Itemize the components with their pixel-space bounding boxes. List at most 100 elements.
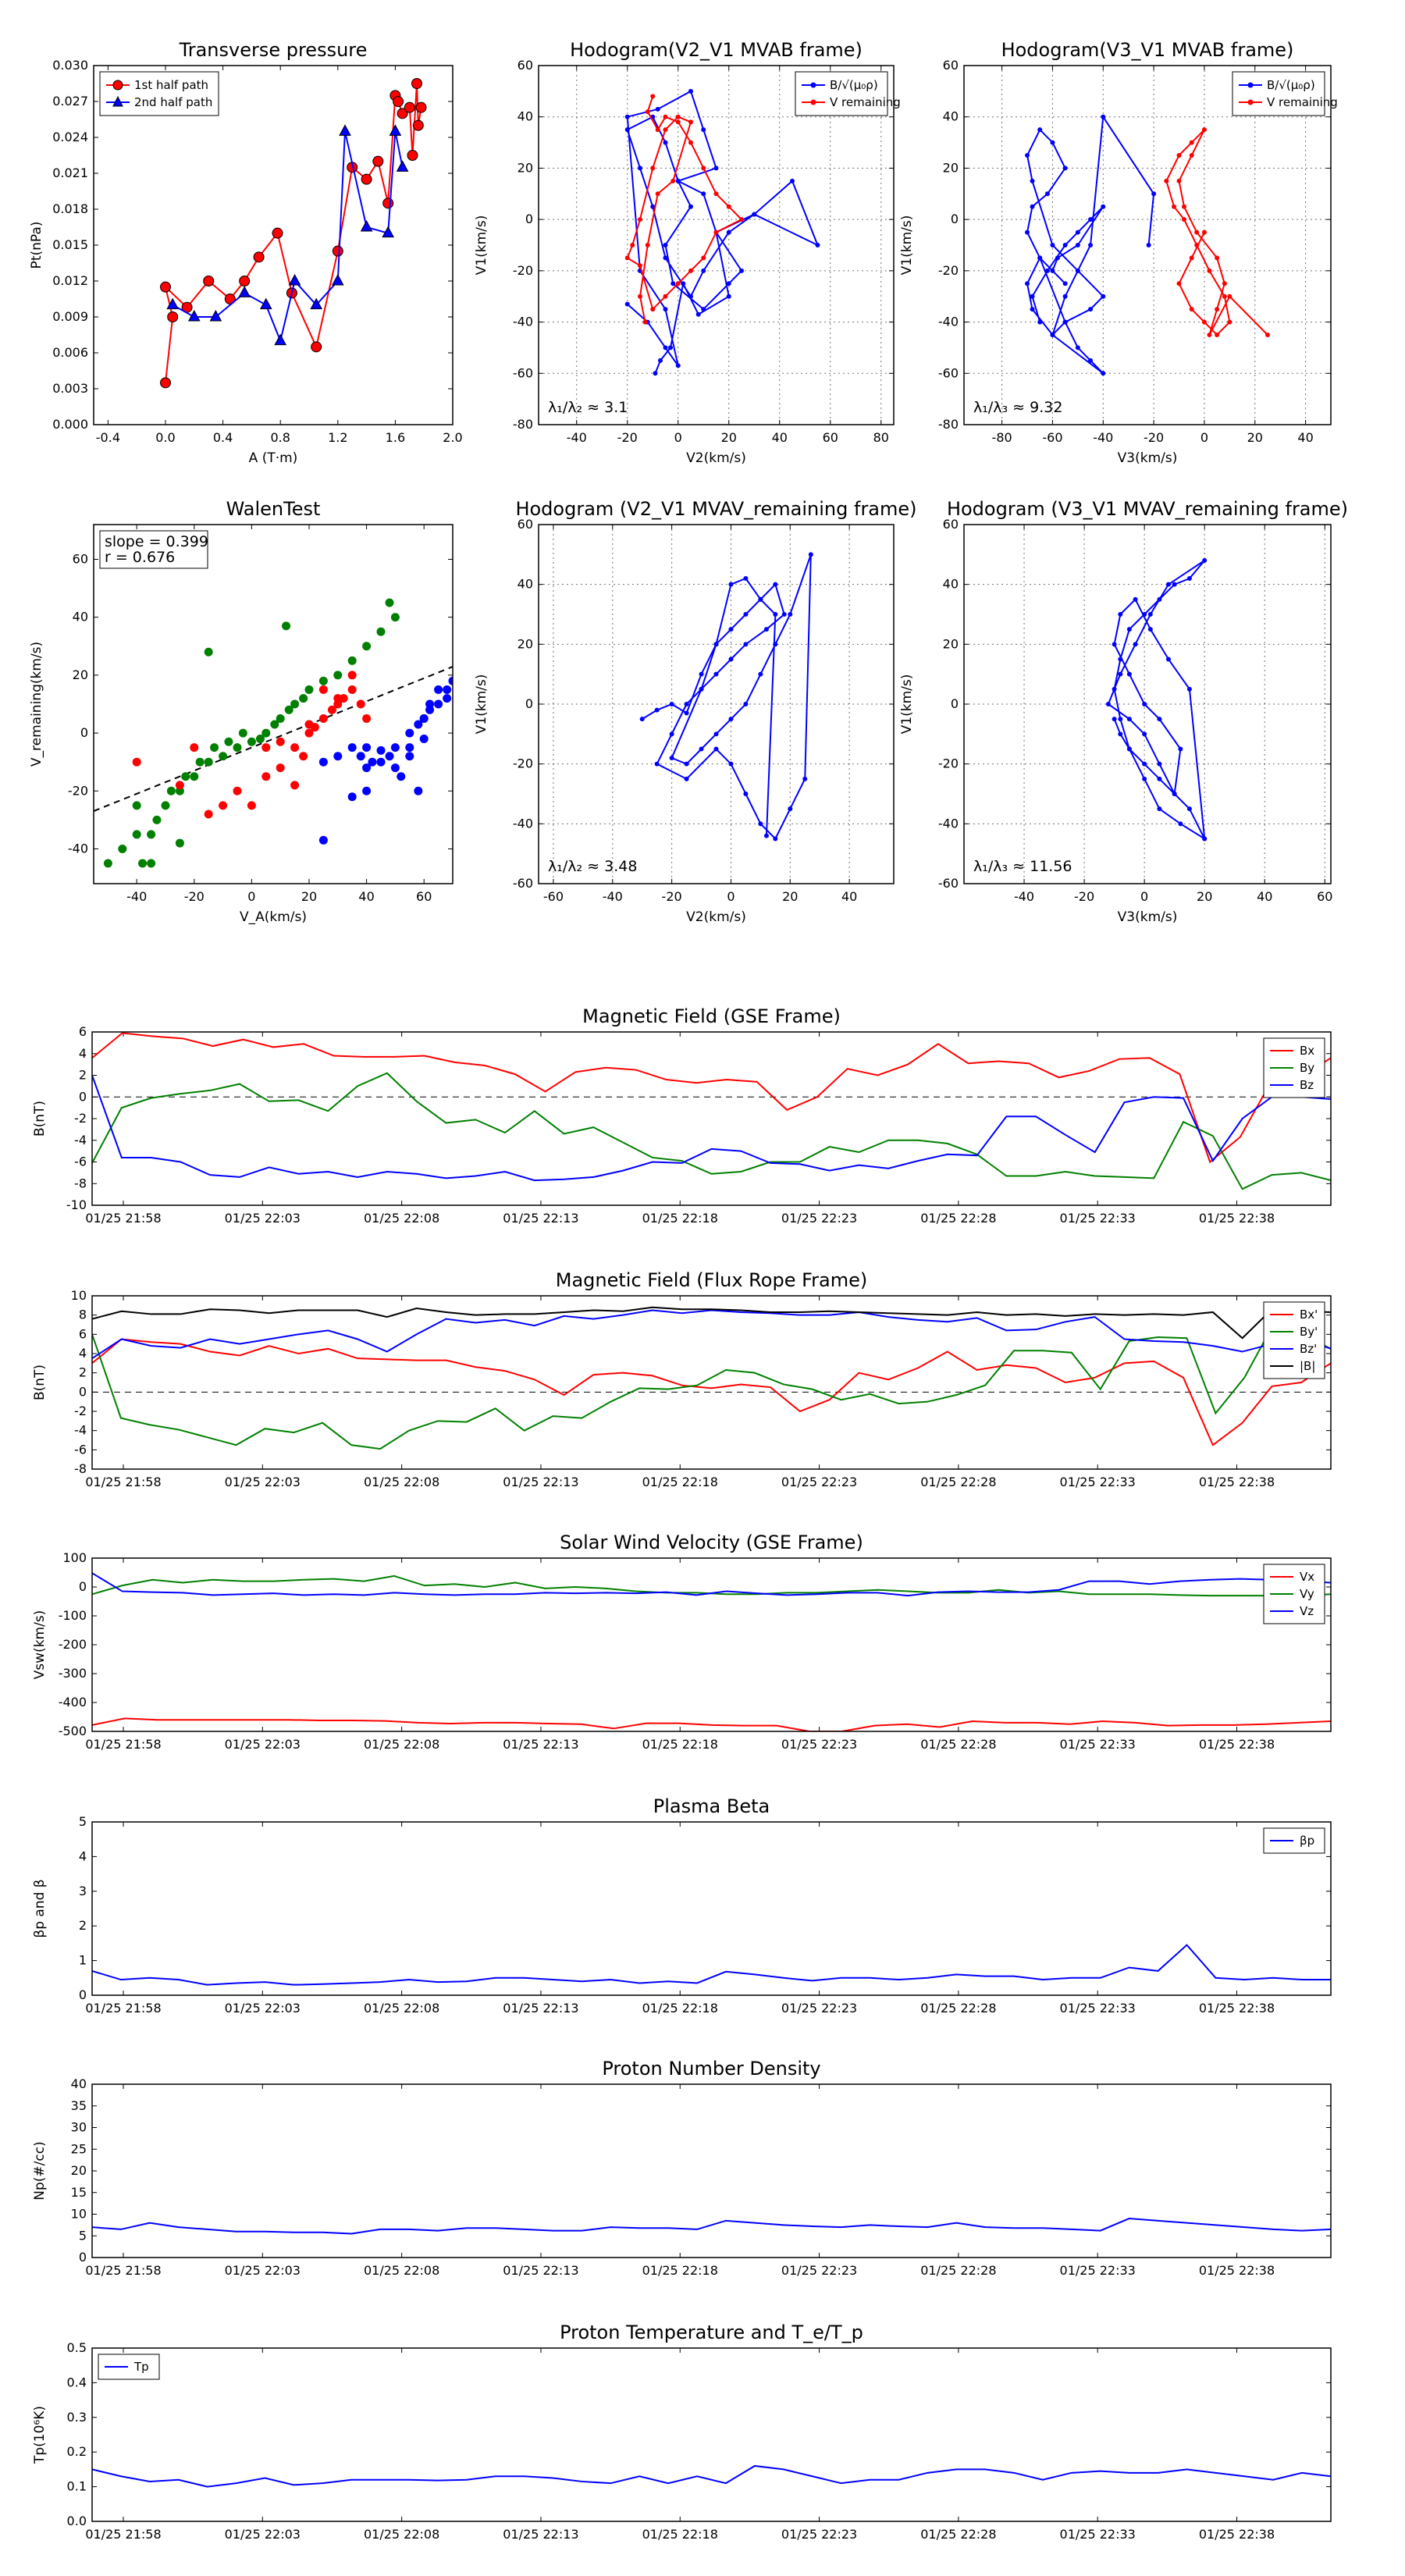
x-axis-label: V2(km/s) <box>686 450 746 466</box>
y-tick-label: -4 <box>74 1423 87 1438</box>
data-point <box>362 642 372 651</box>
x-tick-label: 20 <box>782 889 798 904</box>
data-point <box>239 276 251 286</box>
x-tick-label: -20 <box>1074 889 1094 904</box>
x-tick-label: -40 <box>1093 430 1113 445</box>
data-point <box>233 786 242 795</box>
data-point <box>773 836 778 841</box>
x-axis-label: V_A(km/s) <box>240 909 307 925</box>
data-point <box>728 717 734 722</box>
x-tick-label: 0 <box>727 889 735 904</box>
data-point <box>638 165 642 171</box>
y-tick-label: 0.0 <box>67 2514 87 2528</box>
y-tick-label: -40 <box>68 841 88 856</box>
y-tick-label: 0.009 <box>52 309 88 324</box>
y-tick-label: 60 <box>73 552 88 567</box>
data-point <box>1101 294 1106 299</box>
y-tick-label: 25 <box>71 2141 87 2156</box>
data-point <box>385 752 394 761</box>
time-tick-label: 01/25 22:03 <box>225 2263 301 2278</box>
legend-label: Vy <box>1300 1587 1314 1601</box>
data-point <box>175 838 184 848</box>
data-point <box>650 94 656 99</box>
legend-label: V remaining <box>830 95 901 109</box>
y-axis-label: V1(km/s) <box>899 215 915 276</box>
time-tick-label: 01/25 21:58 <box>85 1475 161 1489</box>
data-point <box>138 859 148 868</box>
data-point <box>1142 702 1147 706</box>
data-point <box>332 245 343 257</box>
y-tick-label: 0 <box>80 725 88 740</box>
data-point <box>253 251 265 263</box>
y-tick-label: 35 <box>71 2098 87 2113</box>
plot-area <box>92 2464 1331 2488</box>
y-tick-label: -40 <box>938 816 959 831</box>
y-tick-label: 10 <box>71 2207 87 2222</box>
legend-label: 1st half path <box>134 78 208 92</box>
data-point <box>261 772 271 781</box>
y-tick-label: 20 <box>518 160 533 175</box>
y-axis-label: Pt(nPa) <box>29 222 44 269</box>
y-axis-label: Tp(10⁶K) <box>32 2406 48 2464</box>
data-point <box>1062 165 1068 171</box>
y-axis-label: B(nT) <box>32 1364 48 1400</box>
data-point <box>726 294 731 299</box>
legend-label: Vx <box>1300 1570 1314 1584</box>
data-point <box>290 743 300 753</box>
data-point <box>684 776 689 781</box>
data-point <box>190 743 199 753</box>
data-point <box>726 204 731 209</box>
data-point <box>1044 268 1050 273</box>
data-point <box>773 582 778 587</box>
data-point <box>376 627 386 636</box>
time-tick-label: 01/25 22:08 <box>364 2527 439 2542</box>
series-s0 <box>1105 558 1208 841</box>
series-line <box>626 90 820 374</box>
y-tick-label: 60 <box>518 517 533 532</box>
data-point <box>739 268 744 273</box>
data-point <box>382 226 395 238</box>
data-point <box>1186 686 1192 692</box>
plot-frame <box>963 65 1332 425</box>
data-point <box>815 243 820 247</box>
y-axis-label: Vsw(km/s) <box>32 1610 48 1680</box>
series-b <box>624 88 820 376</box>
data-point <box>1157 806 1162 812</box>
data-point <box>663 307 668 312</box>
series-line-vz <box>92 1572 1331 1597</box>
series-line-by <box>92 1072 1331 1190</box>
data-point <box>763 833 769 838</box>
time-tick-label: 01/25 22:03 <box>225 2001 301 2016</box>
y-tick-label: -8 <box>74 1461 87 1476</box>
y-tick-label: 0.1 <box>67 2479 87 2494</box>
y-tick-label: -6 <box>74 1155 87 1169</box>
time-tick-label: 01/25 22:13 <box>503 2527 578 2542</box>
legend: 1st half path 2nd half path <box>99 71 219 116</box>
y-tick-label: -40 <box>938 315 959 329</box>
y-tick-label: 20 <box>943 636 959 651</box>
data-point <box>650 165 656 171</box>
data-point <box>195 757 205 767</box>
y-tick-label: 0.018 <box>52 201 88 216</box>
data-point <box>808 552 813 557</box>
x-tick-label: 0.4 <box>213 430 233 445</box>
data-point <box>209 309 222 322</box>
data-point <box>669 731 674 737</box>
data-point <box>675 281 681 286</box>
data-point <box>713 746 719 752</box>
x-tick-label: -40 <box>603 889 623 904</box>
data-point <box>347 656 357 665</box>
legend-marker <box>112 95 123 107</box>
y-tick-label: 0.2 <box>67 2444 87 2459</box>
series-line-bz <box>92 1075 1331 1182</box>
legend-box <box>1232 71 1325 116</box>
data-point <box>663 127 668 133</box>
time-tick-label: 01/25 22:28 <box>920 1737 996 1752</box>
data-point <box>624 255 630 261</box>
x-tick-label: 1.2 <box>328 430 347 445</box>
plot-area <box>92 1944 1331 1986</box>
data-point <box>1142 612 1147 617</box>
data-point <box>654 707 660 713</box>
data-point <box>376 745 386 755</box>
time-tick-label: 01/25 22:28 <box>920 2263 996 2278</box>
